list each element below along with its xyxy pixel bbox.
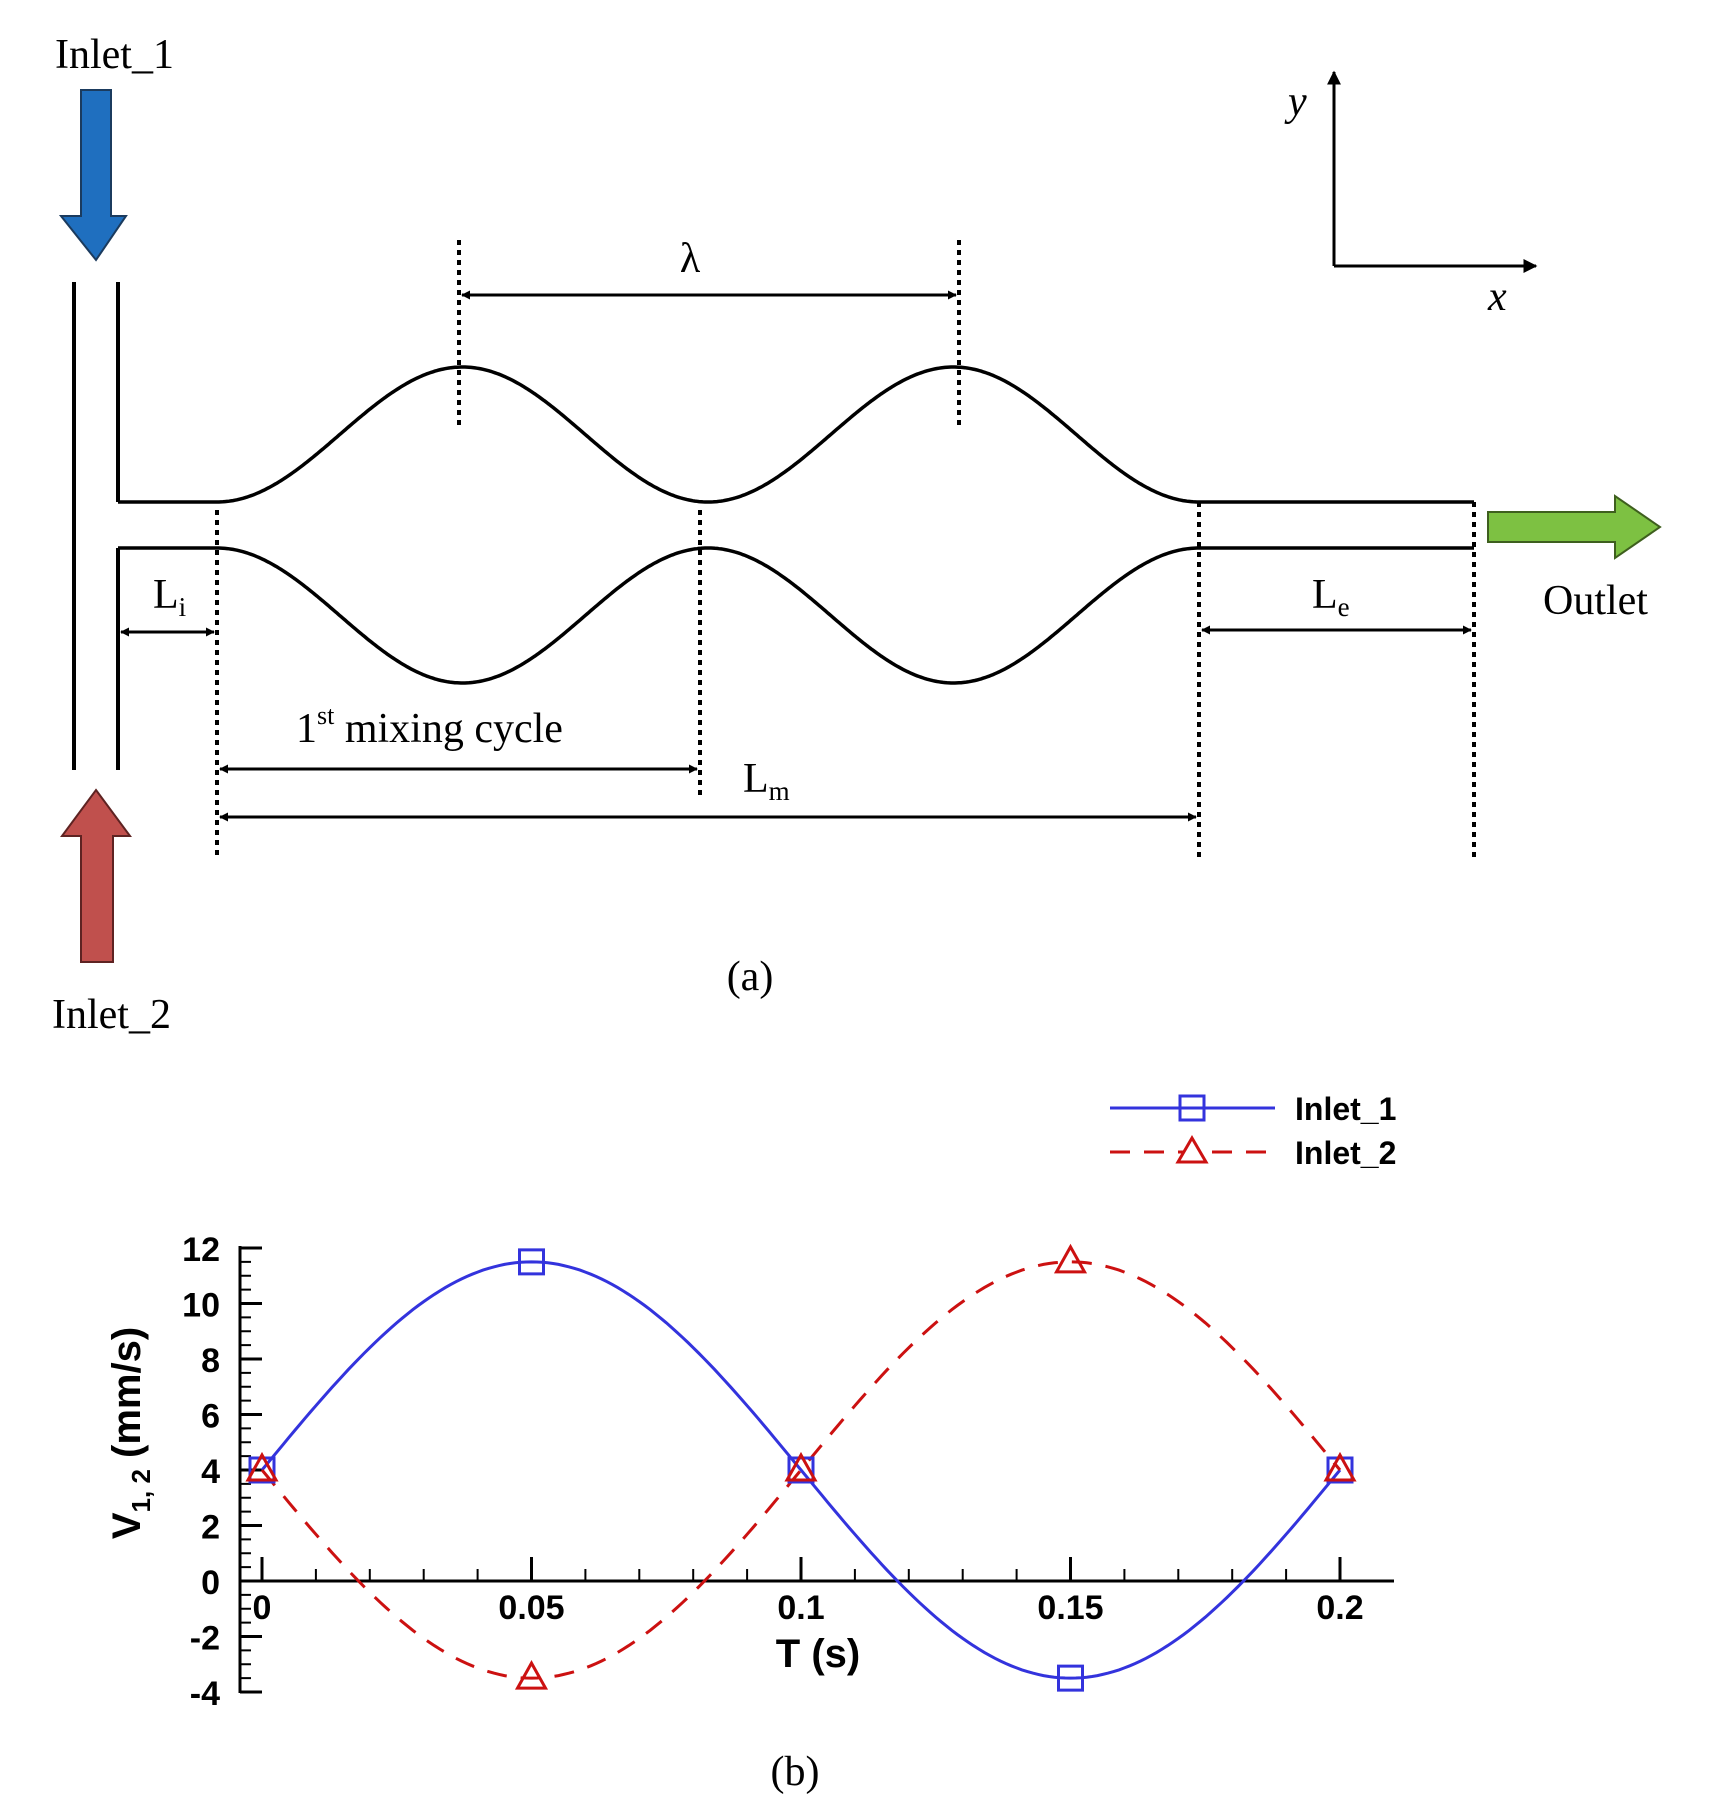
y-axis-label: V1, 2 (mm/s): [105, 1327, 156, 1539]
cycle-label: 1st mixing cycle: [296, 701, 563, 752]
x-tick-label: 0.15: [1037, 1589, 1103, 1627]
data-point-triangle: [1323, 1451, 1357, 1482]
channel-upper-wall: [118, 365, 1474, 504]
y-tick-label: 2: [201, 1509, 220, 1547]
legend-label-inlet-1: Inlet_1: [1295, 1091, 1396, 1127]
data-point-triangle: [245, 1451, 279, 1482]
inlet-2-label: Inlet_2: [52, 992, 171, 1038]
y-tick-label: -4: [190, 1675, 220, 1713]
inlet-1-arrow: [58, 89, 128, 262]
x-tick-label: 0.1: [777, 1589, 824, 1627]
series-line-inlet-1: [260, 1260, 1342, 1680]
outlet-arrow: [1487, 494, 1662, 560]
series-line-inlet-2: [260, 1260, 1342, 1680]
legend-marker-inlet-2: [1175, 1135, 1209, 1164]
inlet-1-label: Inlet_1: [55, 32, 174, 78]
li-label: Li: [153, 572, 186, 622]
channel-lower-wall: [118, 546, 1474, 685]
data-point-square: [1057, 1664, 1084, 1692]
lambda-label: λ: [680, 236, 701, 282]
data-point-square: [518, 1248, 545, 1276]
dimension-guides: [215, 240, 1476, 858]
inlet-channel: [72, 282, 120, 770]
chart-axes: [238, 1246, 1394, 1694]
legend-label-inlet-2: Inlet_2: [1295, 1135, 1396, 1171]
chart-tick-labels: -4 -2 0 2 4 6 8 10 12 0 0.05 0.1 0.15 0.2: [182, 1231, 1363, 1713]
caption-b: (b): [771, 1749, 820, 1795]
lm-label: Lm: [743, 756, 790, 806]
x-tick-label: 0.2: [1316, 1589, 1363, 1627]
x-tick-label: 0: [253, 1589, 272, 1627]
data-point-triangle: [514, 1660, 549, 1690]
x-tick-label: 0.05: [498, 1589, 564, 1627]
inlet-2-arrow: [60, 788, 132, 963]
axis-x-label: x: [1487, 274, 1507, 320]
y-tick-label: 6: [201, 1398, 220, 1436]
x-axis-label: T (s): [776, 1632, 860, 1676]
dimension-arrows: [120, 290, 1472, 822]
y-tick-label: 8: [201, 1342, 220, 1380]
diagram-panel-a: Inlet_1 Inlet_2 Outlet λ y x Li Le Lm 1s…: [52, 32, 1662, 1795]
axis-y-label: y: [1284, 79, 1307, 125]
y-tick-label: 0: [201, 1564, 220, 1602]
channel-walls: [118, 365, 1474, 685]
outlet-label: Outlet: [1543, 578, 1648, 624]
velocity-chart: -4 -2 0 2 4 6 8 10 12 0 0.05 0.1 0.15 0.2 T (s) V1, 2…: [105, 1091, 1396, 1713]
y-tick-label: 10: [182, 1287, 220, 1325]
coordinate-axes: [1327, 70, 1538, 273]
le-label: Le: [1312, 572, 1350, 622]
y-tick-label: 12: [182, 1231, 220, 1269]
legend-marker-inlet-1: [1178, 1094, 1206, 1122]
data-point-triangle: [1053, 1243, 1088, 1274]
caption-a: (a): [727, 954, 774, 1000]
y-tick-label: 4: [201, 1453, 220, 1491]
chart-legend: Inlet_1 Inlet_2: [1110, 1091, 1396, 1171]
chart-series: [245, 1243, 1357, 1692]
data-point-triangle: [784, 1451, 818, 1482]
y-tick-label: -2: [190, 1620, 220, 1658]
